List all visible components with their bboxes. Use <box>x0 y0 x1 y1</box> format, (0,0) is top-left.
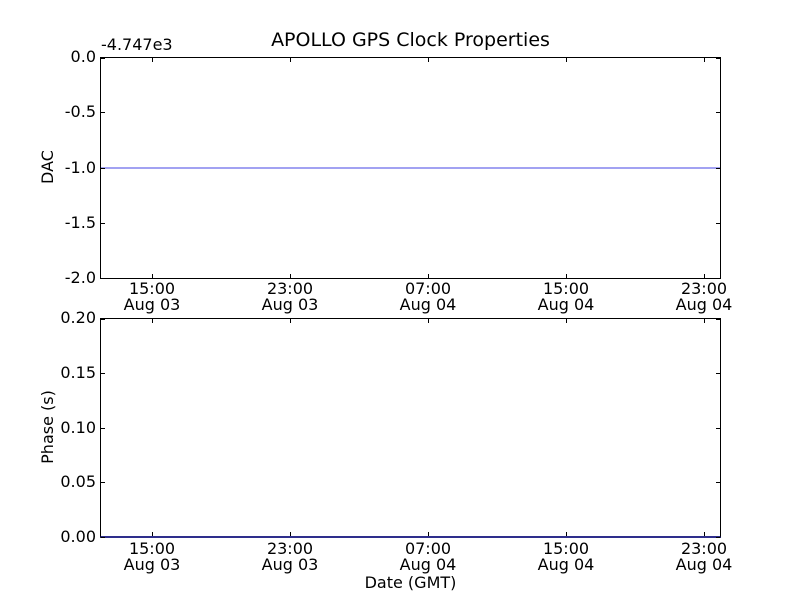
y-tick-mark <box>716 373 720 374</box>
x-tick-label: 15:00 Aug 03 <box>112 541 192 573</box>
x-tick-date: Aug 03 <box>261 295 319 314</box>
y-tick-mark <box>101 278 105 279</box>
x-tick-time: 07:00 <box>404 279 452 298</box>
y-tick-label: -0.5 <box>64 102 96 121</box>
x-tick-time: 23:00 <box>266 539 314 558</box>
y-tick-label: 0.20 <box>60 308 96 327</box>
x-tick-time: 23:00 <box>680 539 728 558</box>
y-tick-mark <box>716 168 720 169</box>
x-tick-mark <box>428 274 429 278</box>
y-tick-mark <box>716 537 720 538</box>
x-tick-label: 07:00 Aug 04 <box>388 281 468 313</box>
x-tick-date: Aug 04 <box>399 295 457 314</box>
y-tick-mark <box>716 319 720 320</box>
x-tick-time: 15:00 <box>128 539 176 558</box>
bottom-plot-area-phase <box>100 318 721 538</box>
y-tick-label: -1.5 <box>64 213 96 232</box>
y-tick-mark <box>101 537 105 538</box>
x-tick-mark <box>152 319 153 323</box>
y-tick-mark <box>101 223 105 224</box>
x-tick-mark <box>290 274 291 278</box>
x-tick-mark <box>704 319 705 323</box>
y-tick-label: 0.05 <box>60 472 96 491</box>
x-tick-mark <box>152 274 153 278</box>
x-tick-time: 15:00 <box>542 279 590 298</box>
x-tick-mark <box>152 58 153 62</box>
x-tick-label: 23:00 Aug 04 <box>664 281 744 313</box>
y-axis-offset-text: -4.747e3 <box>101 35 173 54</box>
x-tick-mark <box>428 319 429 323</box>
x-tick-date: Aug 04 <box>399 555 457 574</box>
x-tick-mark <box>566 58 567 62</box>
x-tick-mark <box>152 532 153 536</box>
x-tick-mark <box>290 532 291 536</box>
y-tick-label: 0.15 <box>60 363 96 382</box>
x-tick-label: 07:00 Aug 04 <box>388 541 468 573</box>
x-tick-label: 23:00 Aug 03 <box>250 281 330 313</box>
dac-data-line <box>101 167 720 169</box>
y-tick-label: -1.0 <box>64 158 96 177</box>
y-tick-mark <box>101 482 105 483</box>
x-tick-date: Aug 04 <box>675 295 733 314</box>
x-tick-mark <box>704 58 705 62</box>
x-tick-mark <box>428 58 429 62</box>
top-plot-area-dac <box>100 57 721 279</box>
x-tick-mark <box>290 58 291 62</box>
x-tick-mark <box>704 532 705 536</box>
y-tick-label: 0.00 <box>60 527 96 546</box>
x-tick-time: 23:00 <box>680 279 728 298</box>
y-tick-label: 0.10 <box>60 418 96 437</box>
x-tick-time: 07:00 <box>404 539 452 558</box>
y-tick-mark <box>716 482 720 483</box>
chart-title: APOLLO GPS Clock Properties <box>271 29 550 51</box>
x-tick-mark <box>566 532 567 536</box>
x-axis-label-date-gmt: Date (GMT) <box>364 573 457 592</box>
y-tick-label: -2.0 <box>64 268 96 287</box>
x-tick-date: Aug 03 <box>123 295 181 314</box>
x-tick-label: 15:00 Aug 04 <box>526 281 606 313</box>
y-tick-mark <box>716 58 720 59</box>
y-tick-mark <box>101 373 105 374</box>
x-tick-date: Aug 03 <box>123 555 181 574</box>
y-tick-mark <box>716 112 720 113</box>
y-tick-mark <box>716 278 720 279</box>
x-tick-time: 15:00 <box>128 279 176 298</box>
y-tick-mark <box>101 58 105 59</box>
y-tick-mark <box>716 223 720 224</box>
y-tick-mark <box>101 168 105 169</box>
x-tick-mark <box>566 319 567 323</box>
x-tick-label: 15:00 Aug 04 <box>526 541 606 573</box>
y-tick-mark <box>716 428 720 429</box>
x-tick-mark <box>566 274 567 278</box>
x-tick-label: 23:00 Aug 03 <box>250 541 330 573</box>
y-tick-label: 0.0 <box>70 47 96 66</box>
y-tick-mark <box>101 112 105 113</box>
x-tick-date: Aug 04 <box>537 555 595 574</box>
x-tick-time: 15:00 <box>542 539 590 558</box>
x-tick-mark <box>428 532 429 536</box>
x-tick-date: Aug 04 <box>537 295 595 314</box>
y-tick-mark <box>101 319 105 320</box>
x-tick-time: 23:00 <box>266 279 314 298</box>
y-tick-mark <box>101 428 105 429</box>
x-tick-mark <box>704 274 705 278</box>
x-tick-mark <box>290 319 291 323</box>
x-tick-label: 15:00 Aug 03 <box>112 281 192 313</box>
x-tick-date: Aug 03 <box>261 555 319 574</box>
x-tick-date: Aug 04 <box>675 555 733 574</box>
x-tick-label: 23:00 Aug 04 <box>664 541 744 573</box>
